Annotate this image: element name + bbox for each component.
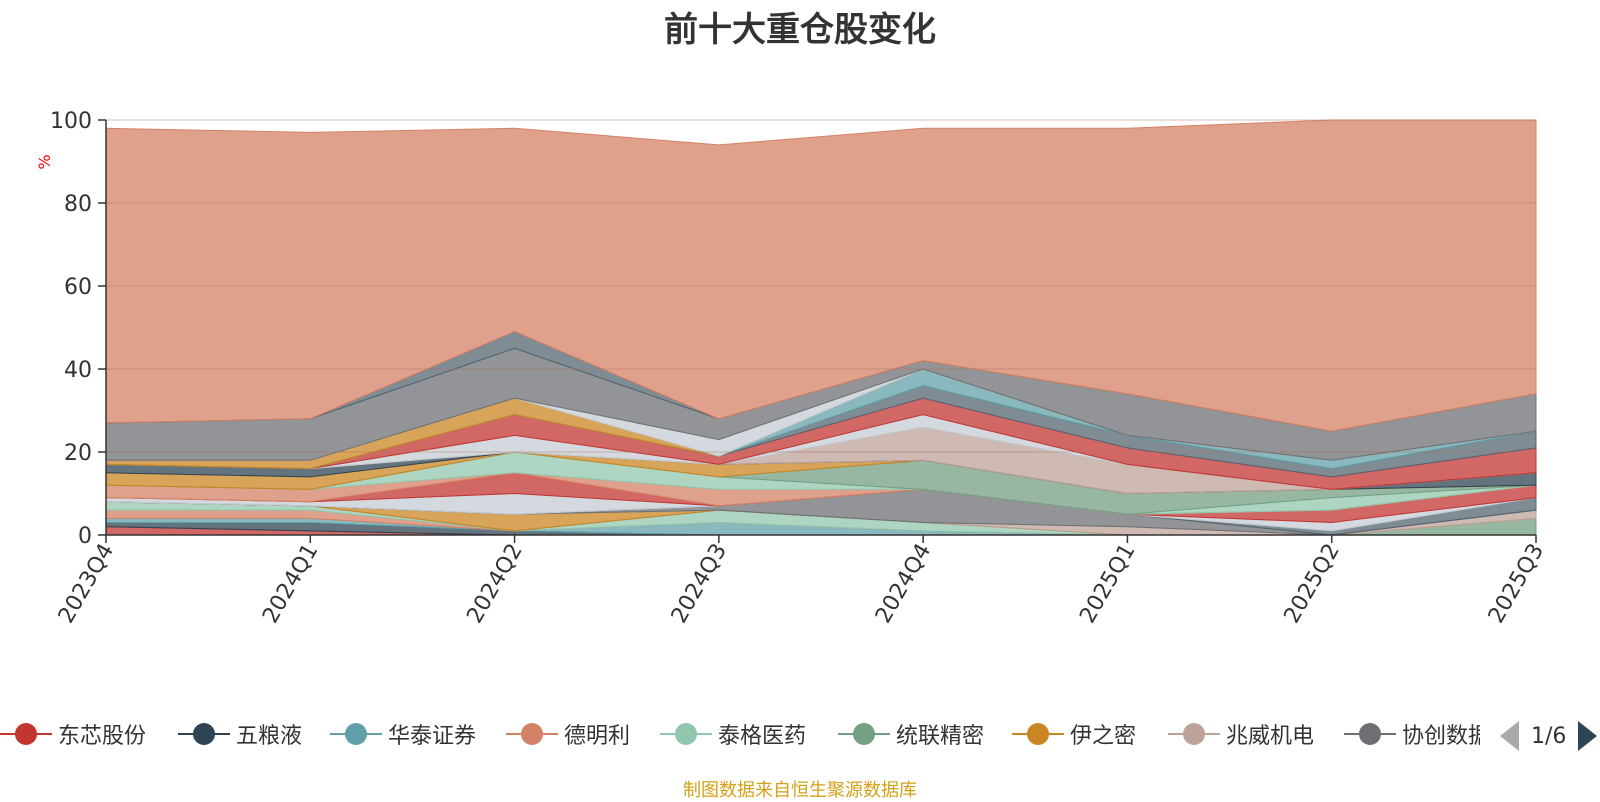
legend-item[interactable]: 协创数据 (1344, 714, 1480, 754)
legend-item[interactable]: 华泰证券 (330, 714, 476, 754)
legend-prev-page-icon[interactable] (1500, 721, 1519, 751)
x-tick-label: 2024Q3 (667, 540, 732, 628)
legend-marker-icon (1012, 723, 1064, 745)
area-series-27[interactable] (105, 119, 1537, 432)
y-tick-label: 20 (64, 441, 92, 466)
legend-item[interactable]: 统联精密 (838, 714, 984, 754)
legend-label: 五粮液 (236, 724, 303, 749)
legend-page-indicator: 1/6 (1531, 723, 1567, 749)
legend-item[interactable]: 东芯股份 (0, 714, 146, 754)
legend-pager: 1/6 (1500, 718, 1598, 754)
legend-item[interactable]: 兆威机电 (1168, 714, 1314, 754)
y-tick-label: 100 (50, 109, 92, 134)
chart-title: 前十大重仓股变化 (664, 10, 936, 50)
legend-label: 协创数据 (1402, 724, 1480, 749)
legend-label: 东芯股份 (58, 724, 147, 749)
y-tick-label: 60 (64, 275, 92, 300)
legend-item[interactable]: 德明利 (506, 714, 630, 754)
y-axis-label: % (35, 154, 54, 169)
legend-item[interactable]: 五粮液 (178, 714, 302, 754)
legend-label: 德明利 (564, 724, 631, 749)
legend-marker-icon (178, 723, 230, 745)
x-tick-label: 2025Q2 (1280, 540, 1345, 628)
y-tick-label: 80 (64, 192, 92, 217)
legend-marker-icon (838, 723, 890, 745)
legend-marker-icon (660, 723, 712, 745)
legend-label: 兆威机电 (1226, 724, 1315, 749)
legend-marker-icon (1344, 723, 1396, 745)
x-tick-label: 2025Q3 (1484, 540, 1549, 628)
legend-label: 伊之密 (1070, 724, 1137, 749)
legend-marker-icon (330, 723, 382, 745)
legend-label: 统联精密 (896, 724, 985, 749)
legend-marker-icon (0, 723, 52, 745)
legend-marker-icon (1168, 723, 1220, 745)
data-source-note: 制图数据来自恒生聚源数据库 (683, 780, 917, 801)
y-tick-label: 40 (64, 358, 92, 383)
x-tick-label: 2024Q1 (258, 540, 323, 628)
chart-plot: % 0 20 40 60 80 100 2023Q4 2024Q1 2024Q2 2024Q3 20… (35, 109, 1549, 628)
x-tick-label: 2025Q1 (1075, 540, 1140, 628)
legend-label: 泰格医药 (718, 724, 807, 749)
legend-marker-icon (506, 723, 558, 745)
y-tick-label: 0 (78, 524, 92, 549)
legend-next-page-icon[interactable] (1578, 721, 1598, 751)
legend: 东芯股份 五粮液 华泰证券 德明利 泰格医药 统联精密 伊之密 兆威机电 协创数据 (0, 714, 1480, 754)
legend-item[interactable]: 泰格医药 (660, 714, 806, 754)
x-tick-label: 2024Q4 (871, 540, 936, 628)
legend-item[interactable]: 伊之密 (1012, 714, 1136, 754)
legend-label: 华泰证券 (388, 724, 477, 749)
x-tick-label: 2023Q4 (54, 540, 119, 628)
x-tick-label: 2024Q2 (462, 540, 527, 628)
